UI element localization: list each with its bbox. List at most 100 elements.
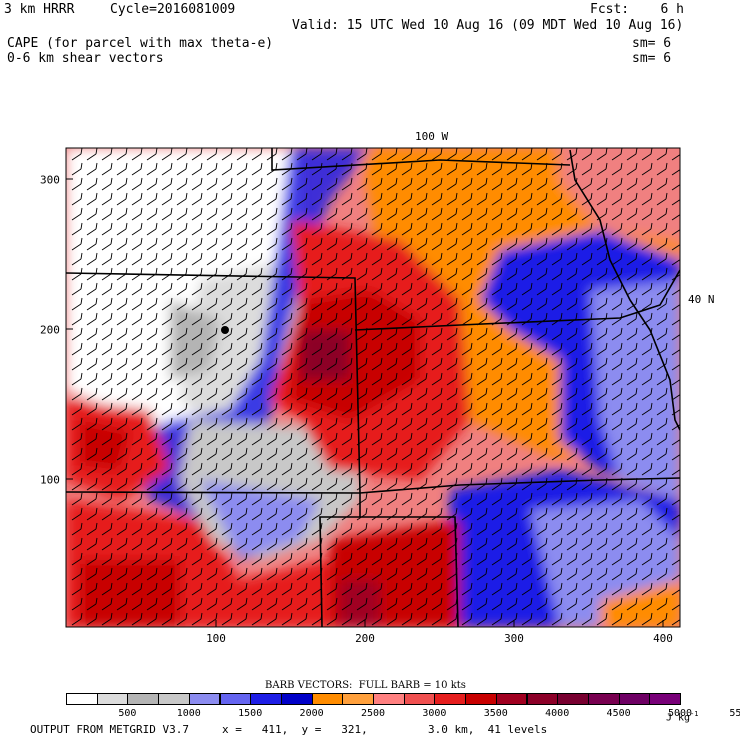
wind-barb [236,462,248,476]
wind-barb [596,387,608,401]
wind-barb [296,282,308,296]
wind-barb [401,417,413,431]
wind-barb [431,222,443,236]
wind-barb [296,357,308,371]
wind-barb [221,312,233,326]
wind-barb [641,282,653,296]
wind-barb [266,282,278,296]
wind-barb [236,537,248,551]
units-exponent: -1 [690,710,699,718]
wind-barb [566,342,578,356]
wind-barb [521,207,533,221]
wind-barb [416,177,428,191]
wind-barb [206,148,218,161]
wind-barb [206,222,218,236]
wind-barb [566,207,578,221]
wind-barb [86,522,98,536]
wind-barb [176,357,188,371]
wind-barb [626,402,638,416]
wind-barb [476,207,488,221]
wind-barb [431,462,443,476]
wind-barb [236,612,248,626]
wind-barb [356,582,368,596]
wind-barb [461,597,473,611]
wind-barb [266,252,278,266]
wind-barb [401,582,413,596]
wind-barb [641,162,653,176]
wind-barb [281,297,293,311]
wind-barb [536,552,548,566]
colorbar-swatch [465,693,497,705]
wind-barb [356,597,368,611]
wind-barb [611,612,623,626]
colorbar-swatch [311,693,344,705]
wind-barb [476,357,488,371]
wind-barb [401,552,413,566]
wind-barb [566,372,578,386]
wind-barb [296,192,308,206]
wind-barb [71,417,83,431]
wind-barb [506,342,518,356]
wind-barb [371,477,383,491]
wind-barb [296,462,308,476]
wind-barb [401,492,413,506]
wind-barb [596,612,608,626]
wind-barb [296,387,308,401]
grid-coords-label: x = 411, y = 321, [222,723,368,736]
wind-barb [536,327,548,341]
wind-barb [101,447,113,461]
wind-barb [641,148,653,161]
wind-barb [86,207,98,221]
wind-barb [596,537,608,551]
wind-barb [551,222,563,236]
wind-barb [221,207,233,221]
wind-barb [446,387,458,401]
wind-barb [101,387,113,401]
wind-barb [476,432,488,446]
wind-barb [191,537,203,551]
wind-barb [566,612,578,626]
wind-barb [596,402,608,416]
wind-barb [656,447,668,461]
wind-barb [71,357,83,371]
wind-barb [506,327,518,341]
wind-barb [506,237,518,251]
wind-barb [656,282,668,296]
wind-barb [221,537,233,551]
wind-barb [536,597,548,611]
wind-barb [386,177,398,191]
wind-barb [536,417,548,431]
colorbar-label: 2000 [299,708,324,719]
wind-barb [341,342,353,356]
wind-barb [611,567,623,581]
wind-barb [116,312,128,326]
wind-barb [116,252,128,266]
wind-barb [476,567,488,581]
wind-barb [191,417,203,431]
wind-barb [491,207,503,221]
wind-barb [581,207,593,221]
wind-barb [581,597,593,611]
wind-barb [641,597,653,611]
wind-barb [551,357,563,371]
wind-barb [296,372,308,386]
wind-barb [161,312,173,326]
wind-barb [251,252,263,266]
wind-barb [431,492,443,506]
wind-barb [386,252,398,266]
wind-barb [86,417,98,431]
wind-barb [506,432,518,446]
wind-barb [251,417,263,431]
wind-barb [206,162,218,176]
wind-barb [146,372,158,386]
wind-barb [101,192,113,206]
wind-barb [116,282,128,296]
wind-barb [296,432,308,446]
wind-barb [596,357,608,371]
wind-barb [131,447,143,461]
wind-barb [626,177,638,191]
wind-barb [416,192,428,206]
wind-barb [641,492,653,506]
wind-barb [176,432,188,446]
colorbar-label: 5500 [729,708,740,719]
